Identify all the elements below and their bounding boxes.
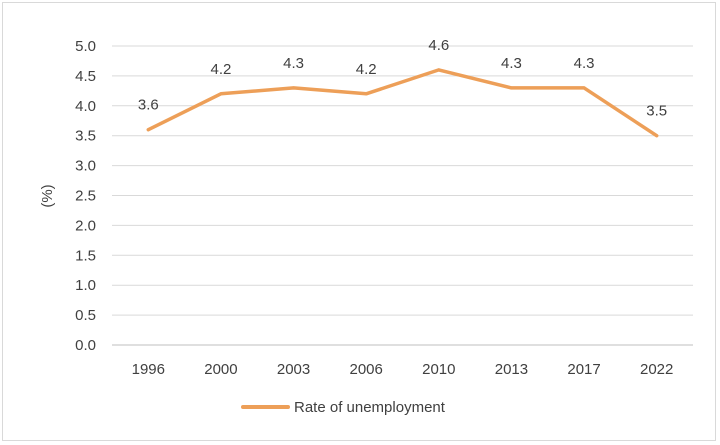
data-label: 4.3 [574,55,595,72]
x-tick-label: 2006 [350,361,383,378]
gridlines [112,45,693,346]
legend: Rate of unemployment [241,399,446,416]
series-line-group [146,68,659,138]
data-point [219,92,223,96]
data-point [437,68,441,72]
data-label: 3.5 [646,103,667,120]
data-label: 4.3 [501,55,522,72]
x-tick-label: 2003 [277,361,310,378]
data-point [509,86,513,90]
x-tick-label: 2000 [204,361,237,378]
data-label: 4.6 [428,37,449,54]
y-axis-ticks: 0.0 0.5 1.0 1.5 2.0 2.5 3.0 3.5 4.0 4.5 5.0 [75,38,96,354]
data-label: 4.2 [356,61,377,78]
y-tick-label: 1.0 [75,277,96,294]
y-tick-label: 2.0 [75,217,96,234]
x-axis-ticks: 1996 2000 2003 2006 2010 2013 2017 2022 [132,361,674,378]
y-tick-label: 2.5 [75,188,96,205]
y-tick-label: 3.5 [75,128,96,145]
y-tick-label: 5.0 [75,38,96,55]
data-label: 4.2 [211,61,232,78]
series-line-rate-of-unemployment [146,68,659,138]
y-axis-label: (%) [39,184,56,207]
x-tick-label: 2022 [640,361,673,378]
data-point [146,128,150,132]
y-tick-label: 4.5 [75,68,96,85]
y-tick-label: 4.0 [75,98,96,115]
y-tick-label: 3.0 [75,158,96,175]
data-label: 4.3 [283,55,304,72]
x-tick-label: 2010 [422,361,455,378]
data-label: 3.6 [138,97,159,114]
data-point [364,92,368,96]
x-tick-label: 2013 [495,361,528,378]
data-point [655,134,659,138]
x-tick-label: 1996 [132,361,165,378]
chart-frame [2,2,716,441]
legend-label: Rate of unemployment [294,399,446,416]
data-labels: 3.6 4.2 4.3 4.2 4.6 4.3 4.3 3.5 [138,37,667,120]
y-tick-label: 0.5 [75,307,96,324]
y-tick-label: 1.5 [75,247,96,264]
data-point [582,86,586,90]
y-tick-label: 0.0 [75,337,96,354]
data-point [292,86,296,90]
x-tick-label: 2017 [567,361,600,378]
